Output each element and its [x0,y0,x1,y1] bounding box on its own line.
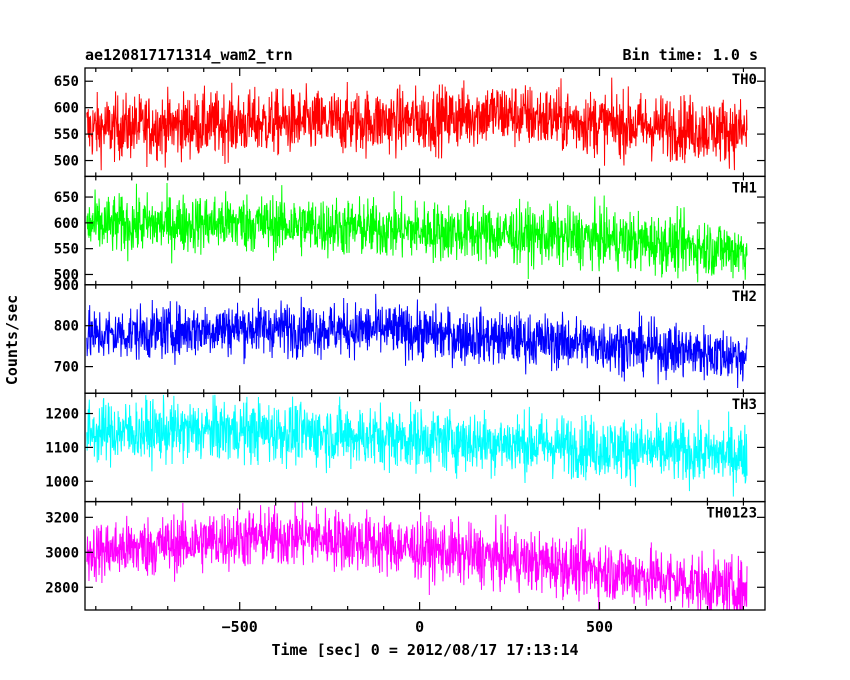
y-axis-label: Counts/sec [3,295,21,385]
series-th0 [86,77,748,171]
series-th2 [86,293,748,388]
y-tick-label: 650 [54,74,79,90]
bin-time-label: Bin time: 1.0 s [623,46,758,64]
y-tick-label: 500 [54,267,79,283]
panel-label-th0123: TH0123 [706,506,757,522]
y-tick-label: 650 [54,190,79,206]
y-tick-label: 550 [54,127,79,143]
chart-axes: TH0 500 550 600 650 TH1 500 550 600 650 TH2 700 800 9… [45,68,765,636]
x-axis-label: Time [sec] 0 = 2012/08/17 17:13:14 [271,641,578,659]
panel-label-th3: TH3 [732,397,757,413]
series-th3 [86,394,748,497]
x-tick-label: 0 [415,618,424,636]
y-tick-label: 550 [54,242,79,258]
x-tick-label: −500 [222,618,258,636]
y-tick-label: 500 [54,154,79,170]
y-tick-label: 2800 [45,580,79,596]
panel-frame-th0123 [84,500,766,611]
y-tick-label: 600 [54,101,79,117]
y-tick-label: 600 [54,216,79,232]
panel-label-th1: TH1 [732,180,757,196]
series-th0123 [86,501,748,611]
y-tick-label: 1000 [45,474,79,490]
series-th1 [86,182,748,283]
y-tick-label: 800 [54,319,79,335]
chart-title: ae120817171314_wam2_trn [85,46,293,64]
y-tick-label: 1200 [45,407,79,423]
y-tick-label: 3200 [45,510,79,526]
panel-label-th0: TH0 [732,72,757,88]
y-tick-label: 700 [54,360,79,376]
y-tick-label: 1100 [45,440,79,456]
y-tick-label: 900 [54,278,79,294]
panel-label-th2: TH2 [732,289,757,305]
light-curve-traces [86,77,748,611]
y-tick-label: 3000 [45,545,79,561]
x-tick-label: 500 [586,618,613,636]
